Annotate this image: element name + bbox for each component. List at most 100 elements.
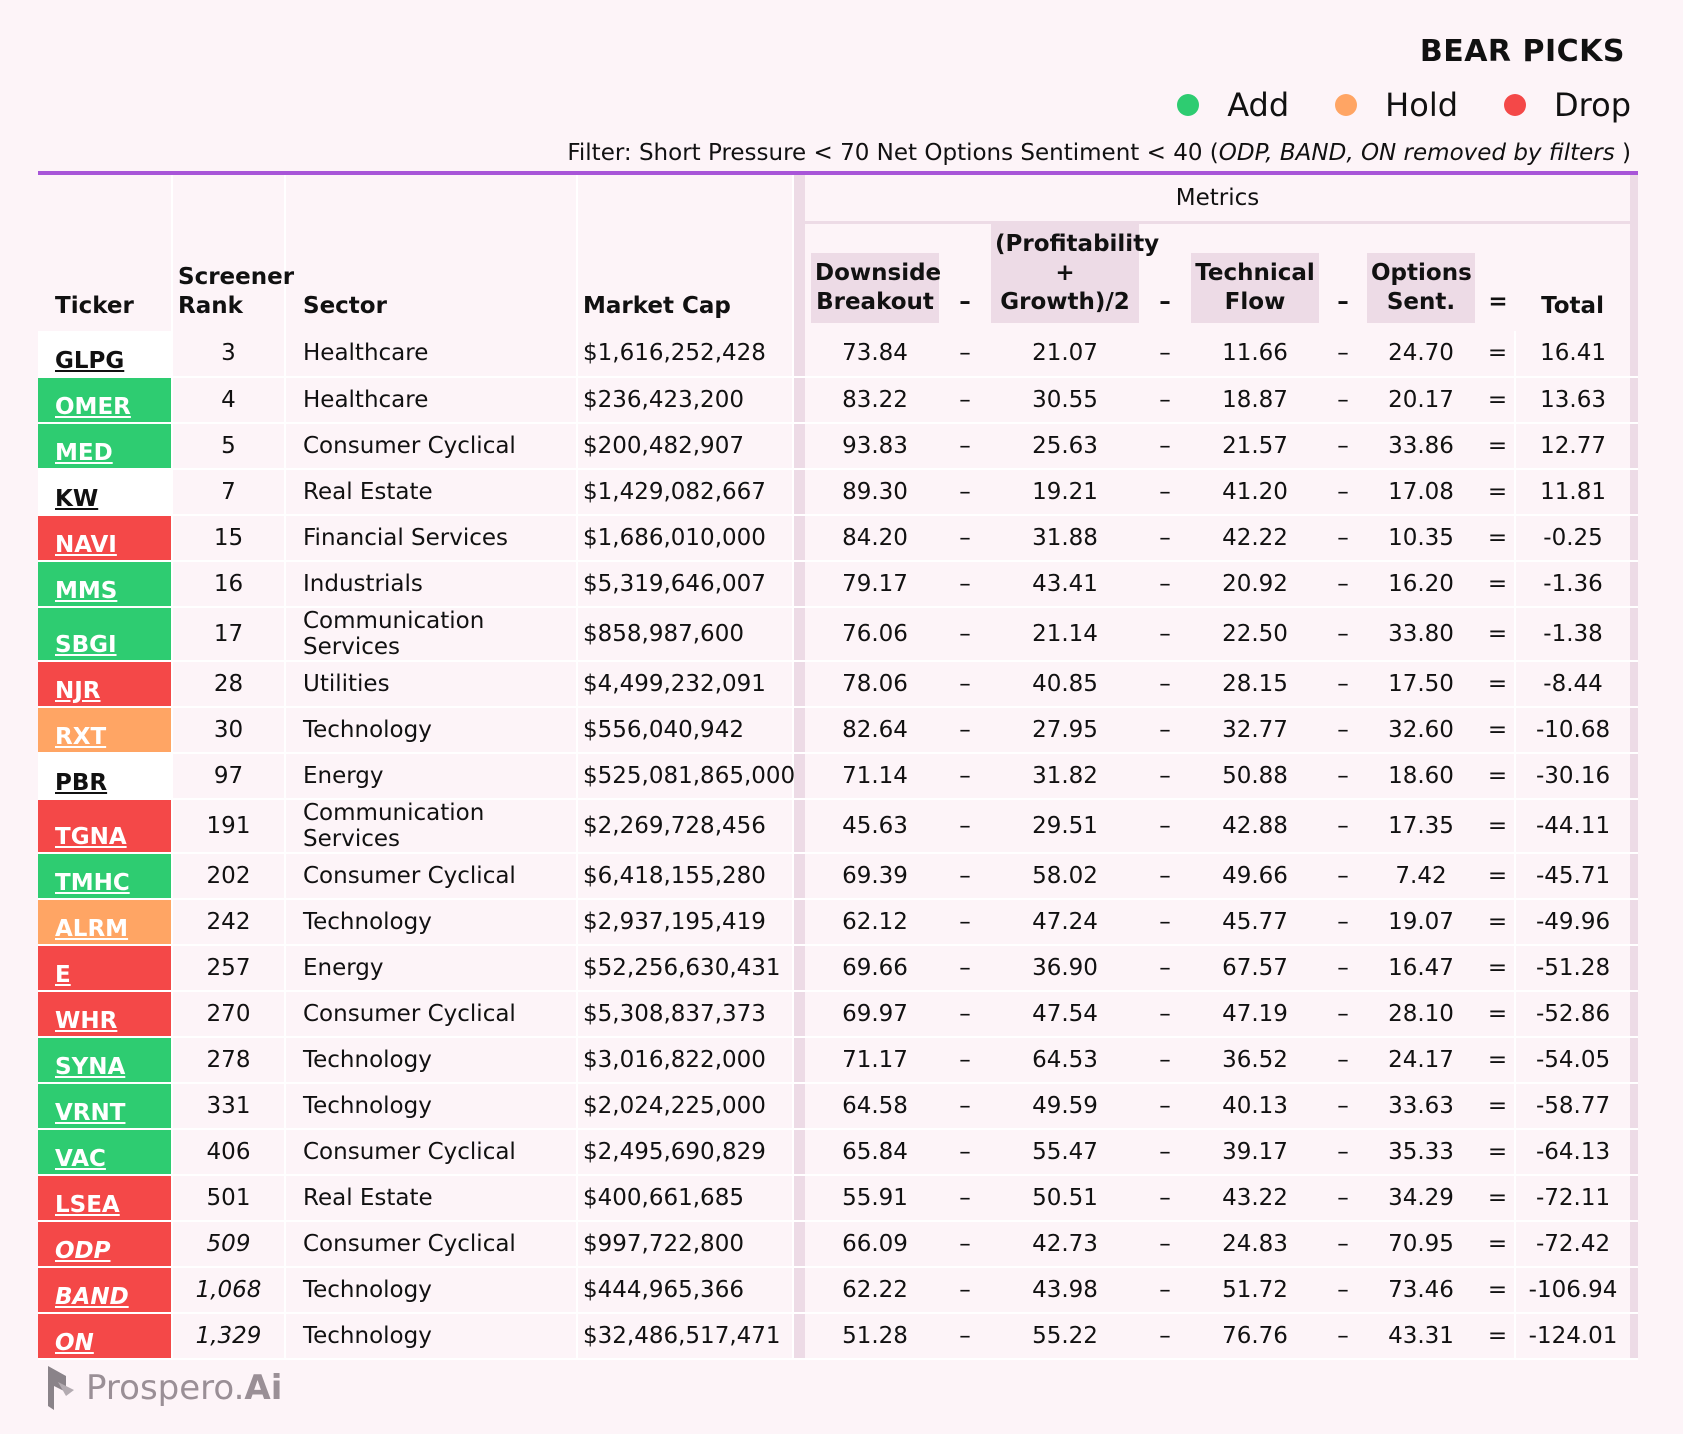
market-cap-cell: $4,499,232,091 [577,660,794,708]
ticker-link[interactable]: LSEA [38,1174,173,1222]
market-cap-cell: $236,423,200 [577,376,794,424]
ticker-link[interactable]: PBR [38,752,173,800]
ticker-link[interactable]: ALRM [38,898,173,946]
rank-cell: 202 [172,852,286,900]
col-header-total: Total [1541,292,1604,319]
metrics-label: Metrics [805,175,1631,224]
rank-cell: 30 [172,706,286,754]
minus-op: – [1325,752,1361,800]
minus-op: – [945,330,985,378]
minus-op: – [945,1128,985,1176]
total-cell: -64.13 [1515,1128,1631,1176]
ticker-link[interactable]: MMS [38,560,173,608]
separator [793,422,805,470]
options-cell: 17.08 [1361,468,1481,516]
technical-cell: 40.13 [1185,1082,1325,1130]
table-row: OMER 4 Healthcare $236,423,200 83.22–30.55–1… [38,376,1639,424]
ticker-link[interactable]: GLPG [38,330,173,378]
ticker-link[interactable]: VRNT [38,1082,173,1130]
minus-op: – [1145,752,1185,800]
separator [1630,706,1639,754]
ticker-link[interactable]: SYNA [38,1036,173,1084]
options-cell: 70.95 [1361,1220,1481,1268]
ticker-link[interactable]: RXT [38,706,173,754]
profit-growth-cell: 31.88 [985,514,1145,562]
separator [793,798,805,854]
separator [1630,852,1639,900]
ticker-link[interactable]: E [38,944,173,992]
ticker-link[interactable]: ODP [38,1220,173,1268]
rank-cell: 1,329 [172,1312,286,1360]
options-cell: 10.35 [1361,514,1481,562]
downside-cell: 78.06 [805,660,945,708]
market-cap-cell: $2,495,690,829 [577,1128,794,1176]
technical-cell: 51.72 [1185,1266,1325,1314]
rank-cell: 5 [172,422,286,470]
sector-cell: Financial Services [285,514,578,562]
rank-cell: 501 [172,1174,286,1222]
ticker-link[interactable]: KW [38,468,173,516]
market-cap-cell: $52,256,630,431 [577,944,794,992]
col-header-rank: Screener Rank [172,222,294,331]
options-cell: 17.50 [1361,660,1481,708]
separator [793,1128,805,1176]
minus-op: – [959,288,971,315]
downside-cell: 69.39 [805,852,945,900]
sector-cell: Technology [285,898,578,946]
market-cap-cell: $6,418,155,280 [577,852,794,900]
technical-cell: 47.19 [1185,990,1325,1038]
profit-growth-cell: 58.02 [985,852,1145,900]
ticker-link[interactable]: MED [38,422,173,470]
equals-op: = [1481,1312,1516,1360]
downside-cell: 79.17 [805,560,945,608]
hold-dot-icon [1335,94,1358,116]
options-cell: 35.33 [1361,1128,1481,1176]
ticker-link[interactable]: SBGI [38,606,173,662]
equals-op: = [1481,660,1516,708]
ticker-link[interactable]: TGNA [38,798,173,854]
ticker-link[interactable]: VAC [38,1128,173,1176]
separator [1630,752,1639,800]
downside-cell: 76.06 [805,606,945,662]
minus-op: – [945,1266,985,1314]
equals-op: = [1481,606,1516,662]
downside-cell: 66.09 [805,1220,945,1268]
ticker-link[interactable]: ON [38,1312,173,1360]
filter-suffix: ) [1614,140,1631,166]
minus-op: – [945,660,985,708]
ticker-link[interactable]: WHR [38,990,173,1038]
sector-cell: Energy [285,944,578,992]
rank-cell: 278 [172,1036,286,1084]
options-cell: 17.35 [1361,798,1481,854]
equals-op: = [1481,330,1516,378]
sector-cell: Technology [285,1312,578,1360]
profit-growth-cell: 47.54 [985,990,1145,1038]
technical-cell: 20.92 [1185,560,1325,608]
sector-cell: Communication Services [285,606,578,662]
separator [793,560,805,608]
total-cell: 11.81 [1515,468,1631,516]
add-dot-icon [1177,94,1200,116]
total-cell: -8.44 [1515,660,1631,708]
equals-op: = [1481,1220,1516,1268]
minus-op: – [1145,1266,1185,1314]
ticker-link[interactable]: BAND [38,1266,173,1314]
table-row: GLPG 3 Healthcare $1,616,252,428 73.84–21.07… [38,330,1639,378]
minus-op: – [945,852,985,900]
minus-op: – [945,422,985,470]
equals-op: = [1481,706,1516,754]
col-header-ticker: Ticker [38,222,173,331]
minus-op: – [945,560,985,608]
table-row: NAVI 15 Financial Services $1,686,010,000 84… [38,514,1639,562]
col-header-market-cap: Market Cap [577,222,794,331]
separator [1630,330,1639,378]
ticker-link[interactable]: NJR [38,660,173,708]
minus-op: – [1325,606,1361,662]
ticker-link[interactable]: NAVI [38,514,173,562]
market-cap-cell: $2,269,728,456 [577,798,794,854]
ticker-link[interactable]: TMHC [38,852,173,900]
options-cell: 24.17 [1361,1036,1481,1084]
ticker-link[interactable]: OMER [38,376,173,424]
rank-cell: 191 [172,798,286,854]
profit-growth-cell: 64.53 [985,1036,1145,1084]
